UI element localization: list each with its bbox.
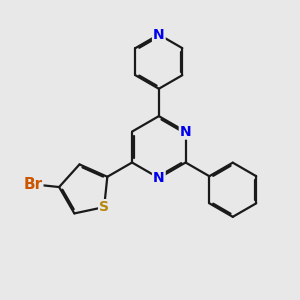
Text: Br: Br (23, 177, 42, 192)
Text: S: S (99, 200, 109, 214)
Text: N: N (153, 28, 165, 42)
Text: N: N (153, 171, 165, 185)
Text: N: N (180, 124, 191, 139)
